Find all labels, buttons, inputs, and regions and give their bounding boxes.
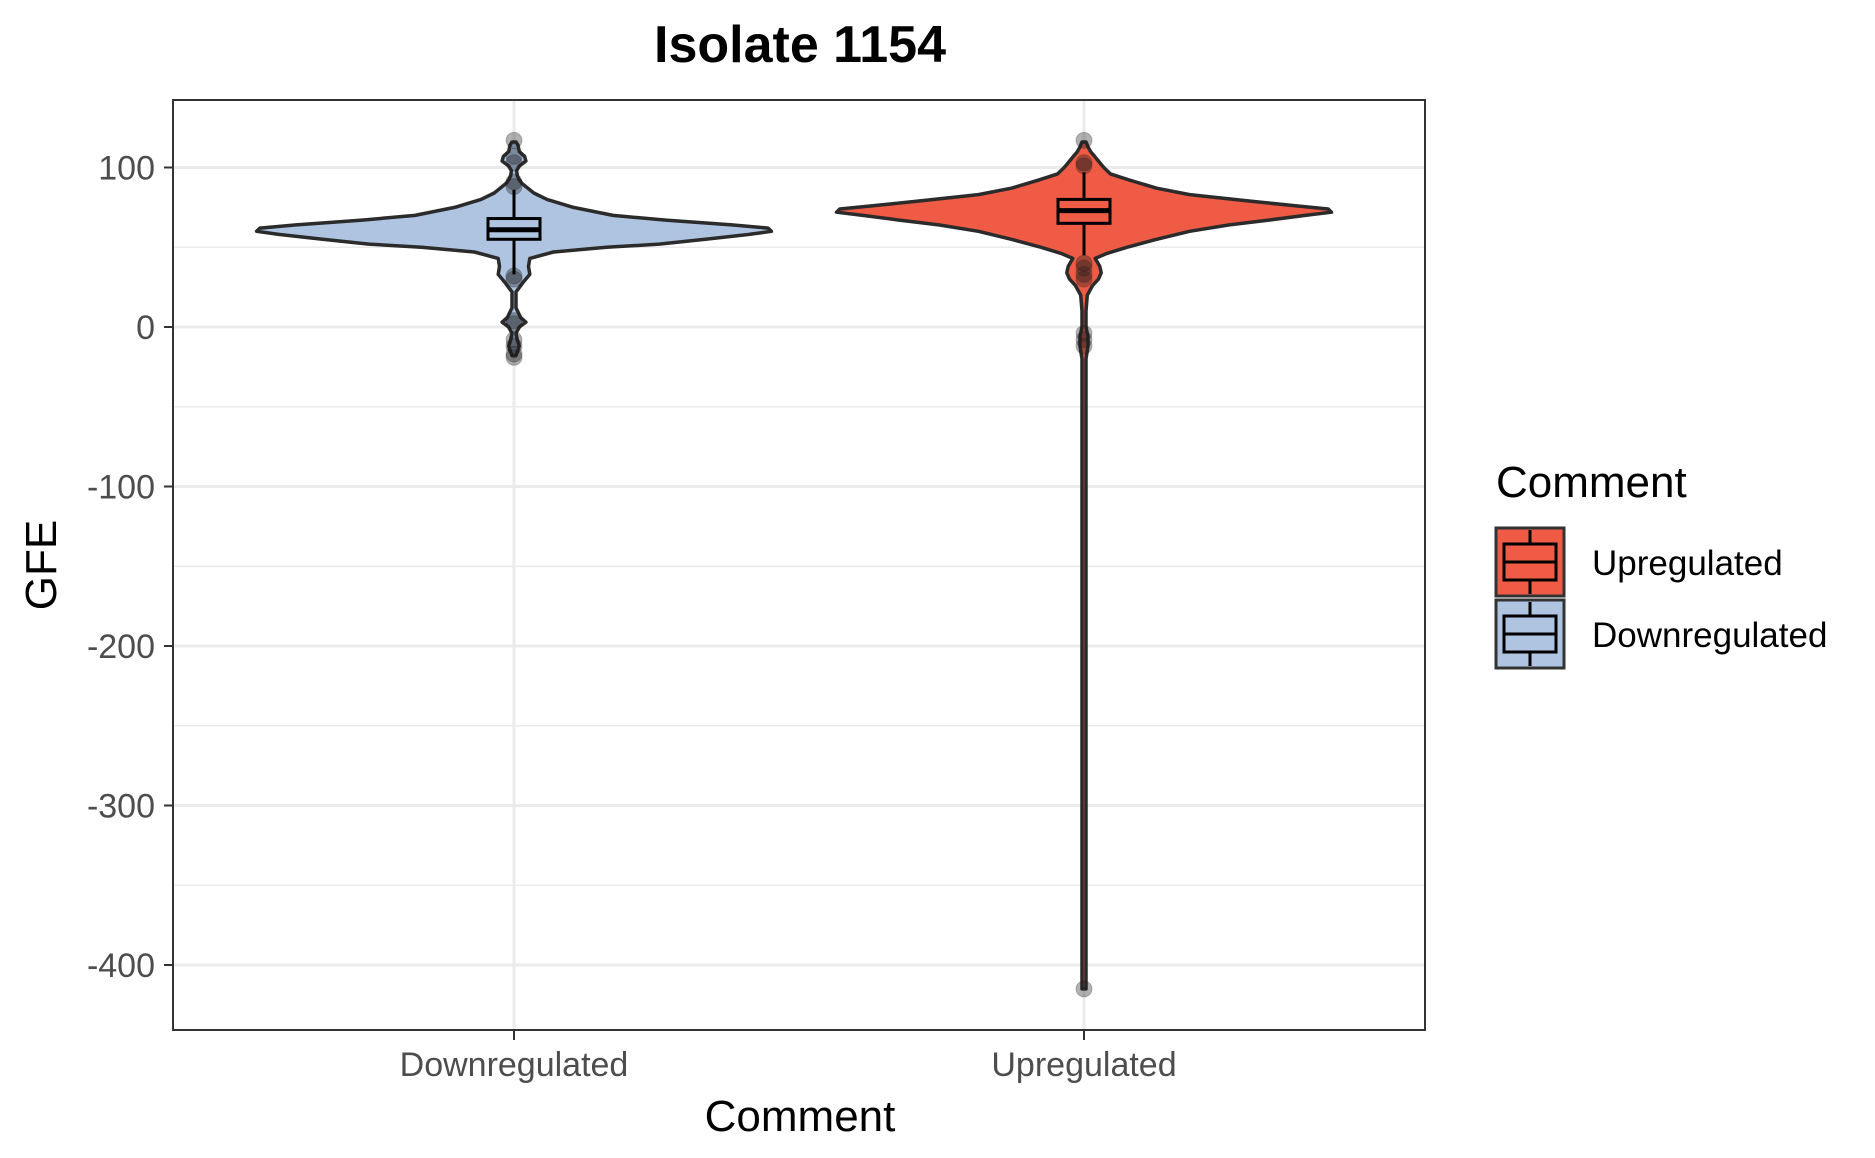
outlier-point bbox=[505, 312, 523, 330]
x-tick-label: Upregulated bbox=[991, 1046, 1176, 1084]
y-tick-label: -300 bbox=[87, 788, 155, 826]
outlier-point bbox=[1075, 157, 1093, 175]
x-axis-title: Comment bbox=[705, 1092, 896, 1141]
outlier-point bbox=[505, 147, 523, 165]
outlier-point bbox=[505, 154, 523, 172]
y-axis-title: GFE bbox=[17, 520, 66, 610]
outlier-point bbox=[1075, 131, 1093, 149]
y-tick-label: 100 bbox=[98, 150, 155, 188]
x-axis: Downregulated Upregulated bbox=[400, 1030, 1177, 1084]
chart-title: Isolate 1154 bbox=[654, 16, 946, 74]
violin-upregulated bbox=[834, 131, 1334, 998]
outlier-point bbox=[505, 131, 523, 149]
y-tick-label: 0 bbox=[136, 309, 155, 347]
legend-key-upregulated bbox=[1494, 526, 1566, 598]
legend-key-downregulated bbox=[1494, 598, 1566, 670]
legend-label-downregulated: Downregulated bbox=[1592, 616, 1827, 655]
violin-layer bbox=[254, 131, 1334, 998]
outlier-point bbox=[1075, 324, 1093, 342]
legend-keys bbox=[1494, 526, 1566, 670]
plot-panel-border bbox=[172, 99, 1426, 1031]
x-tick-label: Downregulated bbox=[400, 1046, 629, 1084]
legend: Comment Upregulated Downregulated bbox=[1494, 458, 1827, 670]
outlier-point bbox=[1075, 331, 1093, 349]
outlier-point bbox=[1075, 270, 1093, 288]
outlier-point bbox=[505, 315, 523, 333]
outlier-point bbox=[505, 337, 523, 355]
legend-label-upregulated: Upregulated bbox=[1592, 544, 1783, 583]
outlier-point bbox=[1075, 259, 1093, 277]
violin-shape-upregulated bbox=[834, 140, 1334, 991]
y-tick-label: -200 bbox=[87, 628, 155, 666]
outlier-point bbox=[505, 348, 523, 366]
legend-title: Comment bbox=[1496, 458, 1687, 507]
y-tick-label: -100 bbox=[87, 469, 155, 507]
outlier-point bbox=[1075, 337, 1093, 355]
y-axis: 100 0 -100 -200 -300 -400 bbox=[87, 150, 173, 985]
outlier-point bbox=[1075, 154, 1093, 172]
outlier-point bbox=[505, 331, 523, 349]
outlier-point bbox=[505, 345, 523, 363]
violin-downregulated bbox=[254, 131, 774, 366]
outlier-point bbox=[1075, 980, 1093, 998]
plot-panel bbox=[173, 100, 1425, 1030]
y-tick-label: -400 bbox=[87, 947, 155, 985]
outlier-point bbox=[1075, 265, 1093, 283]
